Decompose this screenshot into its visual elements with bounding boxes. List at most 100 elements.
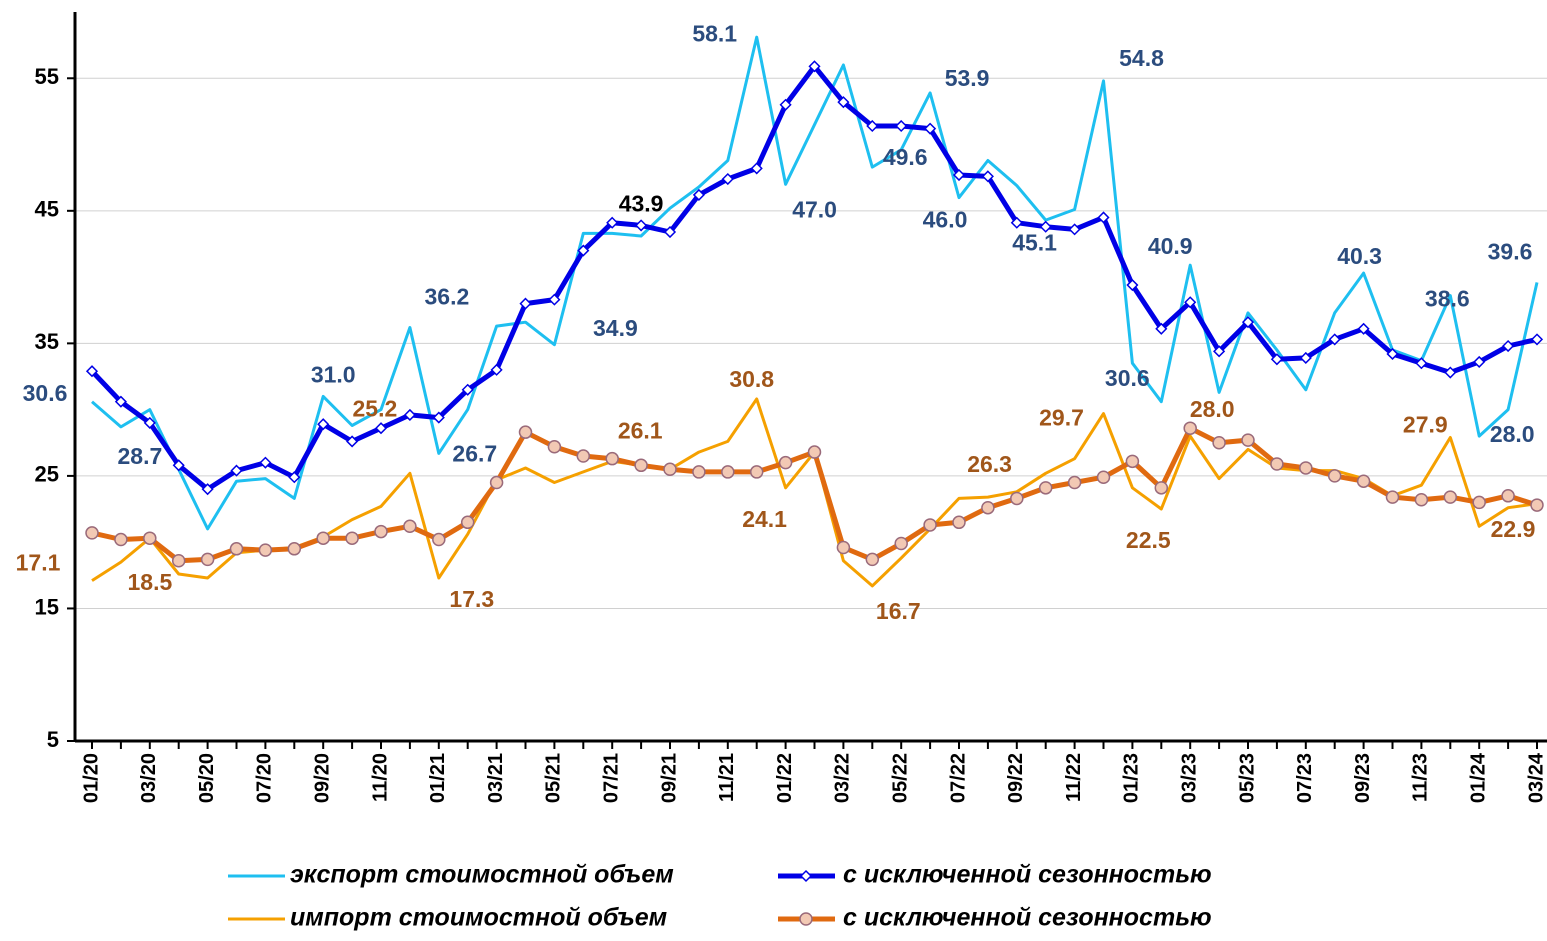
marker <box>749 465 764 479</box>
marker <box>981 500 995 515</box>
marker <box>750 162 763 175</box>
marker <box>894 536 908 551</box>
x-tick-label: 03/23 <box>1178 753 1200 803</box>
marker <box>692 465 706 479</box>
marker <box>288 471 301 484</box>
x-tick-label: 07/21 <box>600 753 622 803</box>
series-line <box>91 35 1539 531</box>
marker <box>1502 339 1515 353</box>
legend-marker <box>799 869 813 883</box>
marker <box>259 456 272 469</box>
data-label: 40.3 <box>1337 243 1382 269</box>
marker <box>1183 421 1197 435</box>
legend-label: с исключенной сезонностью <box>843 861 1212 889</box>
x-tick-label: 03/21 <box>485 753 507 803</box>
marker <box>1386 347 1399 361</box>
marker <box>143 531 157 545</box>
x-tick-label: 05/21 <box>543 753 565 803</box>
x-tick-label: 01/23 <box>1121 753 1143 803</box>
data-label: 16.7 <box>876 598 921 624</box>
x-tick-label: 03/22 <box>832 753 854 803</box>
marker <box>778 455 793 470</box>
marker <box>1327 469 1342 483</box>
marker <box>230 464 243 477</box>
data-label: 22.9 <box>1491 516 1536 542</box>
data-label: 30.6 <box>23 380 68 406</box>
data-label: 30.6 <box>1105 365 1150 391</box>
marker <box>606 216 619 229</box>
marker <box>1356 474 1371 488</box>
marker <box>577 244 590 257</box>
marker <box>1385 490 1400 504</box>
x-tick-label: 01/22 <box>774 753 796 803</box>
x-tick-label: 09/20 <box>311 753 333 803</box>
marker <box>114 395 127 408</box>
x-tick-label: 09/21 <box>658 753 680 803</box>
marker <box>1444 366 1457 379</box>
marker <box>952 168 966 182</box>
marker <box>346 435 359 448</box>
data-label: 28.0 <box>1490 421 1535 447</box>
x-tick-label: 03/20 <box>138 753 160 803</box>
series-line <box>91 397 1538 588</box>
marker <box>432 532 446 547</box>
marker <box>374 422 388 435</box>
x-tick-label: 07/22 <box>947 753 969 803</box>
marker <box>1039 220 1052 233</box>
data-label: 34.9 <box>593 315 638 341</box>
data-label: 45.1 <box>1012 230 1057 256</box>
marker <box>1155 322 1168 335</box>
marker <box>201 483 214 496</box>
data-label: 17.3 <box>449 586 494 612</box>
marker <box>403 408 416 421</box>
marker <box>547 439 562 454</box>
data-label: 39.6 <box>1488 238 1533 264</box>
x-tick-label: 01/20 <box>80 753 102 803</box>
marker <box>1530 498 1544 512</box>
data-label: 28.7 <box>118 443 163 469</box>
marker <box>85 365 99 378</box>
marker <box>1010 491 1024 506</box>
marker <box>808 60 821 73</box>
marker <box>1213 345 1226 358</box>
y-tick-label: 45 <box>35 197 59 222</box>
legend-label: импорт стоимостной объем <box>290 904 667 932</box>
data-label: 31.0 <box>311 361 356 387</box>
marker <box>1299 351 1312 365</box>
data-label: 38.6 <box>1425 286 1470 312</box>
marker <box>1501 489 1515 503</box>
marker <box>1472 495 1486 510</box>
marker <box>634 458 648 473</box>
marker <box>576 449 591 463</box>
legend-label: экспорт стоимостной объем <box>290 861 674 889</box>
marker <box>865 552 880 567</box>
marker <box>432 411 445 424</box>
marker <box>1414 493 1429 507</box>
data-label: 30.8 <box>729 366 774 392</box>
x-tick-label: 05/20 <box>196 753 218 803</box>
marker <box>489 475 504 490</box>
marker <box>374 524 388 539</box>
marker <box>692 188 705 201</box>
marker <box>1415 357 1428 370</box>
marker <box>663 225 677 239</box>
y-tick-label: 25 <box>35 462 59 487</box>
marker <box>663 462 677 477</box>
marker <box>461 383 474 396</box>
marker <box>635 219 648 232</box>
marker <box>721 172 734 186</box>
marker <box>1125 454 1140 469</box>
marker <box>981 170 994 183</box>
marker <box>548 293 561 306</box>
marker <box>1299 461 1313 475</box>
marker <box>807 445 822 459</box>
marker <box>837 96 850 109</box>
data-label: 43.9 <box>619 190 664 216</box>
marker <box>403 519 417 534</box>
data-label: 18.5 <box>128 569 173 595</box>
y-tick-label: 55 <box>35 64 59 89</box>
x-tick-label: 09/23 <box>1352 753 1374 803</box>
data-label: 27.9 <box>1403 412 1448 438</box>
data-label: 29.7 <box>1039 405 1084 431</box>
x-tick-label: 05/22 <box>889 753 911 803</box>
